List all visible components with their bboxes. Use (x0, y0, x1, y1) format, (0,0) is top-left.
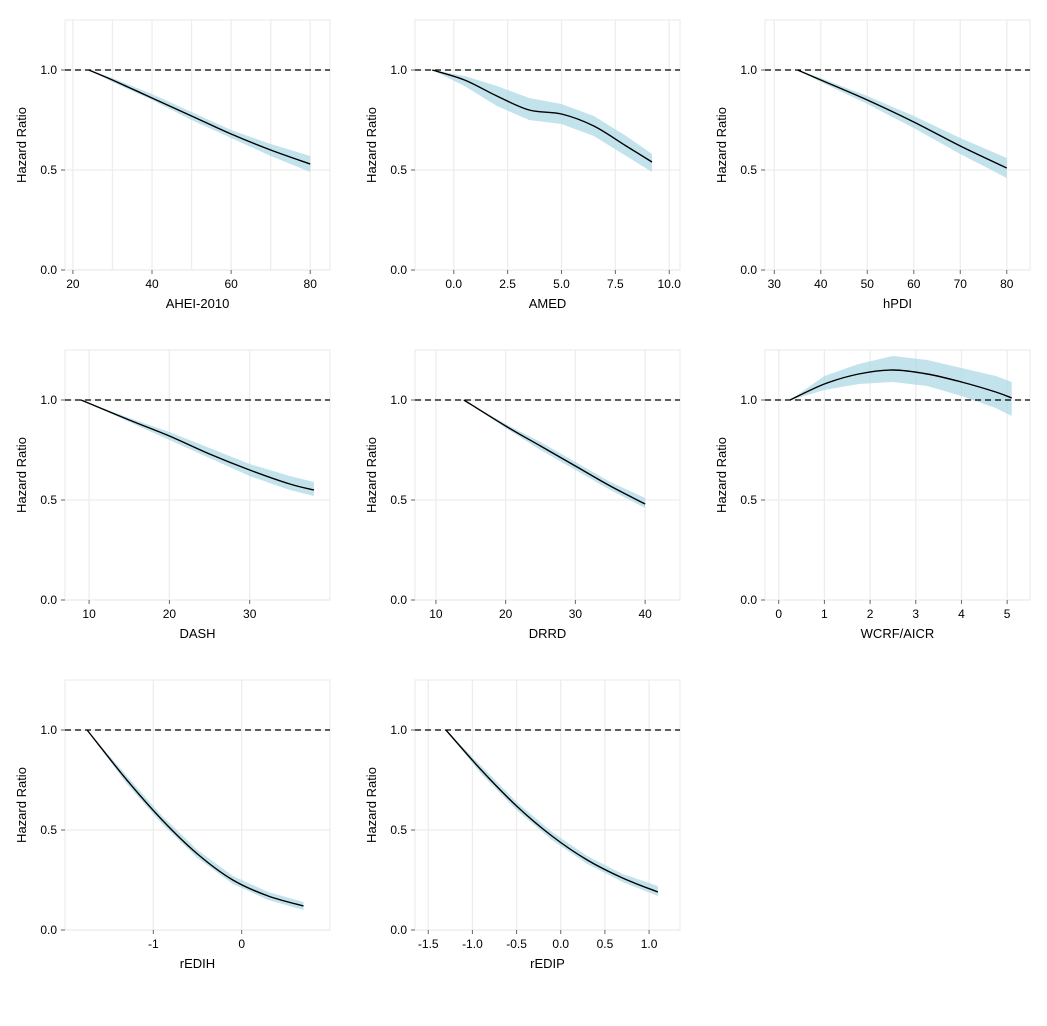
panel-grid: 204060800.00.51.0AHEI-2010Hazard Ratio0.… (10, 10, 1037, 980)
y-axis-label: Hazard Ratio (714, 437, 729, 513)
x-tick-label: 50 (861, 277, 875, 291)
y-tick-label: 1.0 (390, 393, 407, 407)
x-tick-label: 0.0 (552, 937, 569, 951)
x-axis-label: AHEI-2010 (166, 296, 230, 311)
chart-svg-hpdi: 30 40 50 60 70 80 0.0 0.5 1.0 hPDI Hazard Ratio (710, 10, 1040, 320)
x-tick-label: -1.5 (418, 937, 439, 951)
chart-panel-wcrf: 0 1 2 3 4 5 0.0 0.5 1.0 WCRF/AICR Hazard Ratio (710, 340, 1040, 650)
y-tick-label: 0.5 (40, 823, 57, 837)
chart-svg-dash: 10 20 30 0.0 0.5 1.0 DASH Hazard Ratio (10, 340, 340, 650)
y-tick-label: 1.0 (740, 393, 757, 407)
x-tick-label: 0 (775, 607, 782, 621)
x-tick-label: 30 (569, 607, 583, 621)
x-tick-label: 5 (1004, 607, 1011, 621)
y-tick-label: 0.0 (740, 593, 757, 607)
y-tick-label: 1.0 (40, 63, 57, 77)
y-tick-label: 0.0 (40, 593, 57, 607)
y-tick-label: 0.0 (390, 593, 407, 607)
y-tick-label: 1.0 (390, 63, 407, 77)
x-tick-label: 30 (768, 277, 782, 291)
x-tick-label: 80 (1000, 277, 1014, 291)
x-axis-label: hPDI (883, 296, 912, 311)
chart-panel-redih: -1 0 0.0 0.5 1.0 rEDIH Hazard Ratio (10, 670, 340, 980)
x-tick-label: 1.0 (641, 937, 658, 951)
x-tick-label: 20 (163, 607, 177, 621)
y-axis-label: Hazard Ratio (14, 437, 29, 513)
y-tick-label: 1.0 (740, 63, 757, 77)
x-tick-label: 7.5 (607, 277, 624, 291)
x-tick-label: -1.0 (462, 937, 483, 951)
x-tick-label: -0.5 (506, 937, 527, 951)
chart-svg-drrd: 10 20 30 40 0.0 0.5 1.0 DRRD Hazard Ratio (360, 340, 690, 650)
x-tick-label: 70 (954, 277, 968, 291)
chart-panel-hpdi: 30 40 50 60 70 80 0.0 0.5 1.0 hPDI Hazard Ratio (710, 10, 1040, 320)
x-tick-label: 60 (907, 277, 921, 291)
y-tick-label: 0.5 (390, 823, 407, 837)
chart-panel-amed: 0.0 2.5 5.0 7.5 10.0 0.0 0.5 1.0 AMED Hazard Rati… (360, 10, 690, 320)
chart-panel-ahei: 20 40 60 80 0.0 0.5 1.0 AHEI-2010 Hazard Ratio (10, 10, 340, 320)
y-axis-label: Hazard Ratio (364, 107, 379, 183)
y-tick-label: 0.0 (40, 263, 57, 277)
y-tick-label: 0.0 (740, 263, 757, 277)
y-tick-label: 0.5 (40, 163, 57, 177)
x-tick-label: 40 (814, 277, 828, 291)
chart-panel-dash: 10 20 30 0.0 0.5 1.0 DASH Hazard Ratio (10, 340, 340, 650)
x-axis-label: DRRD (529, 626, 567, 641)
x-tick-label: 80 (304, 277, 318, 291)
y-tick-label: 0.5 (740, 493, 757, 507)
x-tick-label: 5.0 (553, 277, 570, 291)
y-tick-label: 0.5 (390, 163, 407, 177)
y-tick-label: 1.0 (390, 723, 407, 737)
x-axis-label: DASH (179, 626, 215, 641)
x-tick-label: -1 (148, 937, 159, 951)
x-tick-label: 0.0 (445, 277, 462, 291)
x-tick-label: 2.5 (499, 277, 516, 291)
x-tick-label: 20 (499, 607, 513, 621)
x-axis-label: WCRF/AICR (861, 626, 935, 641)
y-axis-label: Hazard Ratio (14, 107, 29, 183)
x-axis-label: rEDIP (530, 956, 565, 971)
y-tick-label: 1.0 (40, 723, 57, 737)
y-tick-label: 0.5 (390, 493, 407, 507)
x-tick-label: 10.0 (658, 277, 682, 291)
y-axis-label: Hazard Ratio (364, 437, 379, 513)
y-axis-label: Hazard Ratio (714, 107, 729, 183)
chart-svg-amed: 0.0 2.5 5.0 7.5 10.0 0.0 0.5 1.0 AMED Hazard Rati… (360, 10, 690, 320)
chart-svg-wcrf: 0 1 2 3 4 5 0.0 0.5 1.0 WCRF/AICR Hazard Ratio (710, 340, 1040, 650)
x-tick-label: 4 (958, 607, 965, 621)
x-tick-label: 0 (238, 937, 245, 951)
x-tick-label: 1 (821, 607, 828, 621)
chart-svg-redih: -1 0 0.0 0.5 1.0 rEDIH Hazard Ratio (10, 670, 340, 980)
chart-svg-ahei: 20 40 60 80 0.0 0.5 1.0 AHEI-2010 Hazard Ratio (10, 10, 340, 320)
y-axis-label: Hazard Ratio (14, 767, 29, 843)
chart-panel-redip: -1.5 -1.0 -0.5 0.0 0.5 1.0 0.0 0.5 1.0 rEDIP Hazar… (360, 670, 690, 980)
chart-svg-redip: -1.5 -1.0 -0.5 0.0 0.5 1.0 0.0 0.5 1.0 rEDIP Hazar… (360, 670, 690, 980)
y-tick-label: 0.0 (390, 923, 407, 937)
x-tick-label: 2 (867, 607, 874, 621)
y-tick-label: 0.5 (740, 163, 757, 177)
x-tick-label: 10 (429, 607, 443, 621)
y-tick-label: 0.0 (40, 923, 57, 937)
x-tick-label: 3 (912, 607, 919, 621)
y-tick-label: 0.5 (40, 493, 57, 507)
x-axis-label: rEDIH (180, 956, 215, 971)
x-tick-label: 10 (82, 607, 96, 621)
y-tick-label: 1.0 (40, 393, 57, 407)
x-axis-label: AMED (529, 296, 567, 311)
x-tick-label: 0.5 (597, 937, 614, 951)
x-tick-label: 60 (224, 277, 238, 291)
y-tick-label: 0.0 (390, 263, 407, 277)
x-tick-label: 20 (66, 277, 80, 291)
x-tick-label: 40 (638, 607, 652, 621)
x-tick-label: 40 (145, 277, 159, 291)
chart-panel-drrd: 10 20 30 40 0.0 0.5 1.0 DRRD Hazard Ratio (360, 340, 690, 650)
x-tick-label: 30 (243, 607, 257, 621)
y-axis-label: Hazard Ratio (364, 767, 379, 843)
